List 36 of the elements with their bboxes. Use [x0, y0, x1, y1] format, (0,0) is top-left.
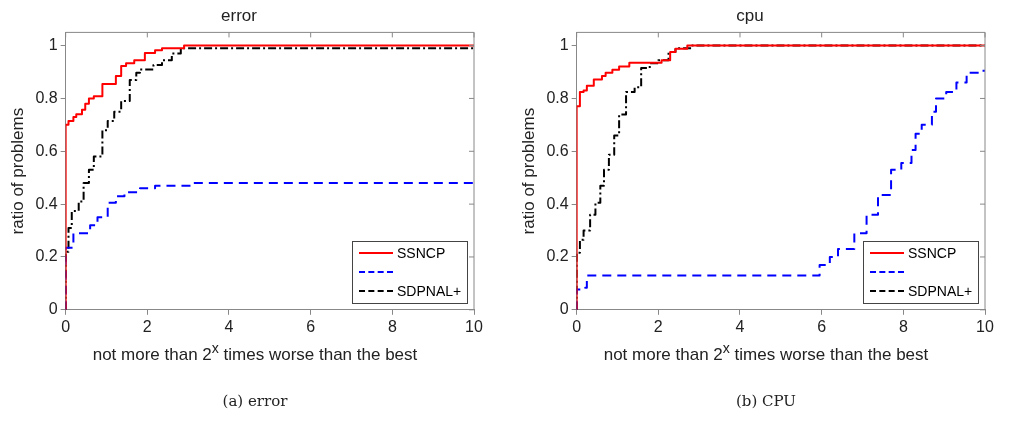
x-tick-label: 2: [653, 317, 663, 335]
y-axis-title: ratio of problems: [7, 107, 27, 235]
y-tick-label: 1: [48, 36, 58, 54]
y-tick-label: 0.8: [35, 88, 58, 106]
y-tick-label: 0.6: [35, 141, 58, 159]
x-tick-label: 6: [306, 317, 316, 335]
x-tick-label: 4: [735, 317, 745, 335]
x-tick-label: 2: [142, 317, 152, 335]
y-tick-label: 0.8: [546, 88, 569, 106]
legend-label: SSNCP: [397, 243, 446, 263]
legend-label: SDPNAL+: [908, 281, 973, 301]
y-tick-label: 0.4: [546, 194, 569, 212]
y-tick-label: 1: [559, 36, 569, 54]
y-tick-label: 0: [48, 300, 58, 318]
x-tick-label: 8: [387, 317, 397, 335]
y-tick-label: 0.4: [35, 194, 58, 212]
x-axis-title: not more than 2$^{x}$ times worse than the best: [91, 340, 419, 365]
y-tick-label: 0.2: [546, 247, 569, 265]
y-axis-title: ratio of problems: [518, 107, 538, 235]
x-tick-label: 0: [61, 317, 71, 335]
x-tick-label: 0: [572, 317, 582, 335]
x-tick-label: 10: [976, 317, 994, 335]
x-tick-label: 10: [465, 317, 483, 335]
text: (a) error: [221, 392, 289, 410]
text: (b) CPU: [735, 392, 797, 410]
x-axis-title: not more than 2$^{x}$ times worse than the best: [602, 340, 930, 365]
legend-label: SDPNAL+: [397, 281, 462, 301]
y-tick-label: 0.2: [35, 247, 58, 265]
chart-title: error: [221, 5, 258, 25]
y-tick-label: 0: [559, 300, 569, 318]
x-tick-label: 8: [898, 317, 908, 335]
y-tick-label: 0.6: [546, 141, 569, 159]
x-tick-label: 6: [817, 317, 827, 335]
x-tick-label: 4: [224, 317, 234, 335]
chart-title: cpu: [736, 5, 764, 25]
legend-label: SSNCP: [908, 243, 957, 263]
